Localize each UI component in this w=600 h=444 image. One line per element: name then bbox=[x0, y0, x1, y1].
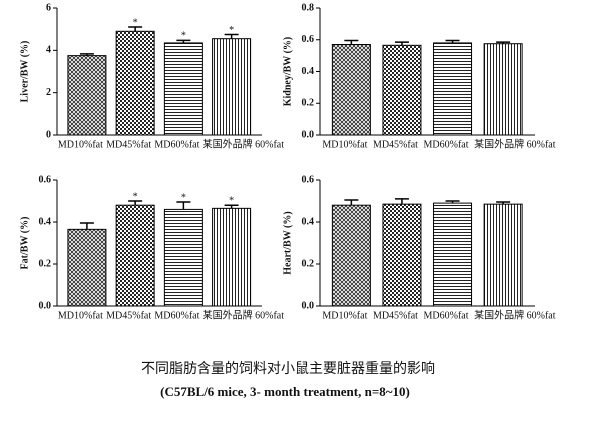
x-tick-label: MD10%fat bbox=[58, 139, 103, 150]
bar bbox=[67, 228, 107, 307]
significance-star: * bbox=[133, 191, 138, 202]
x-tick-label: MD60%fat bbox=[424, 310, 469, 321]
y-tick-label: 0.4 bbox=[39, 216, 52, 227]
y-tick-label: 0.2 bbox=[39, 258, 52, 269]
bar bbox=[163, 42, 203, 136]
error-bar bbox=[496, 41, 511, 44]
bar bbox=[382, 203, 422, 307]
x-tick-label: 某国外品牌 60%fat bbox=[474, 308, 556, 321]
significance-star: * bbox=[133, 17, 138, 28]
y-tick-label: 0.8 bbox=[302, 2, 315, 13]
y-tick-label: 0.4 bbox=[302, 66, 315, 77]
error-bar bbox=[445, 200, 460, 204]
caption-title: 不同脂肪含量的饲料对小鼠主要脏器重量的影响 bbox=[141, 361, 435, 377]
bar bbox=[382, 44, 422, 136]
bar bbox=[212, 207, 252, 307]
y-tick-label: 0.6 bbox=[302, 34, 315, 45]
bar bbox=[115, 204, 155, 307]
y-tick-label: 4 bbox=[46, 45, 51, 56]
significance-star: * bbox=[229, 195, 234, 206]
x-tick-label: MD45%fat bbox=[373, 310, 418, 321]
y-tick-label: 2 bbox=[46, 87, 51, 98]
error-bar bbox=[79, 222, 94, 230]
error-bar bbox=[224, 204, 239, 209]
error-bar bbox=[344, 39, 359, 45]
y-tick-label: 0.4 bbox=[302, 216, 315, 227]
x-tick-label: MD45%fat bbox=[373, 139, 418, 150]
caption-subtitle: (C57BL/6 mice, 3- month treatment, n=8~1… bbox=[160, 384, 410, 399]
y-tick-label: 0.0 bbox=[302, 300, 315, 311]
y-tick-label: 0.6 bbox=[302, 174, 315, 185]
y-tick-label: 0.0 bbox=[302, 129, 315, 140]
x-tick-label: 某国外品牌 60%fat bbox=[203, 308, 285, 321]
x-tick-label: MD45%fat bbox=[106, 139, 151, 150]
error-bar bbox=[496, 201, 511, 205]
error-bar bbox=[176, 39, 191, 43]
y-tick-label: 0.0 bbox=[39, 300, 52, 311]
error-bar bbox=[394, 41, 409, 46]
x-tick-label: MD60%fat bbox=[424, 139, 469, 150]
y-axis-label: Kidney/BW (%) bbox=[282, 37, 293, 107]
significance-star: * bbox=[181, 31, 186, 42]
bar bbox=[331, 204, 371, 307]
x-tick-label: MD60%fat bbox=[154, 139, 199, 150]
y-tick-label: 0.6 bbox=[39, 174, 52, 185]
error-bar bbox=[176, 201, 191, 210]
x-tick-label: MD45%fat bbox=[106, 310, 151, 321]
error-bar bbox=[128, 26, 143, 32]
bar bbox=[433, 202, 473, 307]
error-bar bbox=[128, 200, 143, 206]
bar bbox=[67, 55, 107, 136]
y-tick-label: 0.2 bbox=[302, 258, 315, 269]
error-bar bbox=[394, 198, 409, 205]
x-tick-label: 某国外品牌 60%fat bbox=[474, 137, 556, 150]
y-axis-label: Fat/BW (%) bbox=[19, 217, 30, 270]
x-tick-label: MD10%fat bbox=[322, 310, 367, 321]
significance-star: * bbox=[229, 25, 234, 36]
bar bbox=[483, 43, 523, 136]
y-tick-label: 6 bbox=[46, 2, 51, 13]
bar bbox=[483, 203, 523, 307]
bar bbox=[115, 30, 155, 136]
x-tick-label: MD10%fat bbox=[58, 310, 103, 321]
bar bbox=[433, 42, 473, 136]
y-tick-label: 0.2 bbox=[302, 98, 315, 109]
x-tick-label: MD60%fat bbox=[154, 310, 199, 321]
significance-star: * bbox=[181, 192, 186, 203]
error-bar bbox=[344, 199, 359, 206]
error-bar bbox=[445, 39, 460, 43]
x-tick-label: 某国外品牌 60%fat bbox=[203, 137, 285, 150]
bar bbox=[212, 38, 252, 136]
bar bbox=[163, 208, 203, 307]
error-bar bbox=[79, 53, 94, 56]
y-axis-label: Heart/BW (%) bbox=[282, 211, 293, 274]
bar bbox=[331, 44, 371, 136]
error-bar bbox=[224, 33, 239, 39]
y-axis-label: Liver/BW (%) bbox=[19, 41, 30, 103]
x-tick-label: MD10%fat bbox=[322, 139, 367, 150]
y-tick-label: 0 bbox=[46, 129, 51, 140]
